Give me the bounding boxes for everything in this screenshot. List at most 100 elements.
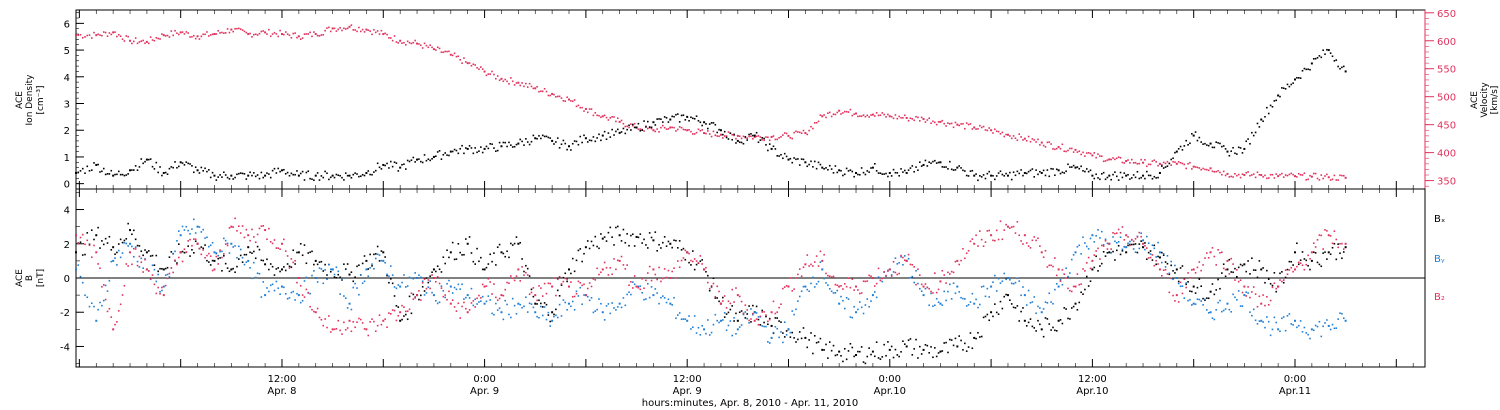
velocity-point xyxy=(1286,174,1289,177)
bx-point xyxy=(256,245,259,248)
by-point xyxy=(866,298,869,300)
by-point xyxy=(1341,312,1343,315)
density-point xyxy=(262,176,265,179)
bx-point xyxy=(1245,270,1248,273)
by-point xyxy=(1258,320,1261,322)
density-point xyxy=(1089,169,1092,172)
bz-point xyxy=(1312,242,1315,245)
by-point xyxy=(902,263,904,266)
by-point xyxy=(275,280,278,283)
bz-point xyxy=(1018,234,1021,237)
velocity-point xyxy=(1097,153,1099,155)
velocity-point xyxy=(590,108,593,110)
velocity-point xyxy=(853,113,855,115)
bz-point xyxy=(693,258,696,260)
velocity-point xyxy=(962,123,964,125)
density-point xyxy=(969,170,972,172)
velocity-point xyxy=(444,50,446,53)
by-point xyxy=(1022,286,1024,288)
density-tick-label: 5 xyxy=(64,46,70,57)
density-point xyxy=(161,174,163,177)
by-point xyxy=(1281,317,1283,320)
density-point xyxy=(1179,145,1182,148)
bz-point xyxy=(1183,278,1186,281)
bx-point xyxy=(1181,265,1184,267)
density-point xyxy=(209,176,212,179)
velocity-point xyxy=(1335,179,1338,181)
velocity-point xyxy=(894,114,897,116)
velocity-point xyxy=(530,85,533,88)
by-point xyxy=(318,267,321,269)
bx-point xyxy=(1239,263,1242,266)
density-point xyxy=(1226,150,1229,153)
density-point xyxy=(1236,153,1238,155)
by-point xyxy=(1016,277,1019,280)
density-point xyxy=(907,169,910,171)
density-point xyxy=(1014,174,1017,177)
by-point xyxy=(296,292,298,295)
velocity-point xyxy=(335,30,338,32)
velocity-point xyxy=(412,41,415,44)
bx-point xyxy=(301,254,304,257)
bz-point xyxy=(376,324,379,327)
density-point xyxy=(211,171,214,174)
density-point xyxy=(496,149,499,152)
by-point xyxy=(271,283,274,286)
density-point xyxy=(515,143,518,146)
bx-point xyxy=(735,312,737,315)
bz-point xyxy=(1277,285,1280,288)
velocity-point xyxy=(757,135,760,137)
density-point xyxy=(890,175,893,177)
bx-point xyxy=(1264,281,1266,284)
velocity-point xyxy=(902,117,904,119)
by-point xyxy=(213,251,216,254)
by-point xyxy=(102,299,105,302)
by-point xyxy=(1247,292,1249,294)
velocity-point xyxy=(795,130,797,133)
bx-point xyxy=(1151,259,1154,261)
bz-point xyxy=(117,310,120,312)
bz-point xyxy=(215,255,218,258)
velocity-point xyxy=(489,73,492,75)
density-point xyxy=(740,141,743,144)
bz-point xyxy=(382,319,385,322)
velocity-point xyxy=(708,133,711,135)
bz-point xyxy=(960,259,962,262)
velocity-point xyxy=(185,31,188,33)
by-point xyxy=(652,294,655,297)
velocity-point xyxy=(404,44,407,46)
bz-point xyxy=(1097,247,1099,250)
velocity-point xyxy=(127,35,129,38)
velocity-point xyxy=(1029,140,1032,143)
velocity-point xyxy=(1170,164,1172,167)
density-point xyxy=(1009,171,1011,174)
by-point xyxy=(515,312,518,315)
bz-point xyxy=(755,318,758,320)
bx-point xyxy=(136,244,139,247)
bz-point xyxy=(1269,299,1272,302)
density-point xyxy=(343,179,345,181)
velocity-point xyxy=(1010,137,1013,140)
bx-point xyxy=(1129,243,1131,246)
velocity-point xyxy=(1284,174,1287,176)
by-point xyxy=(1342,317,1345,320)
bx-point xyxy=(1288,260,1291,263)
by-point xyxy=(1290,323,1293,325)
by-point xyxy=(699,334,702,336)
density-point xyxy=(162,171,165,174)
density-point xyxy=(404,168,407,170)
velocity-point xyxy=(515,82,518,84)
density-point xyxy=(575,140,578,143)
bx-point xyxy=(857,350,859,353)
bz-point xyxy=(288,267,291,269)
bx-point xyxy=(626,233,628,235)
density-tick-label: 4 xyxy=(64,73,70,84)
bz-point xyxy=(1310,251,1313,254)
density-point xyxy=(303,179,306,181)
density-point xyxy=(344,172,347,174)
by-point xyxy=(1301,331,1304,333)
b-tick-label: 0 xyxy=(64,274,70,285)
density-point xyxy=(236,173,238,176)
bz-point xyxy=(474,306,477,308)
density-point xyxy=(947,168,949,170)
